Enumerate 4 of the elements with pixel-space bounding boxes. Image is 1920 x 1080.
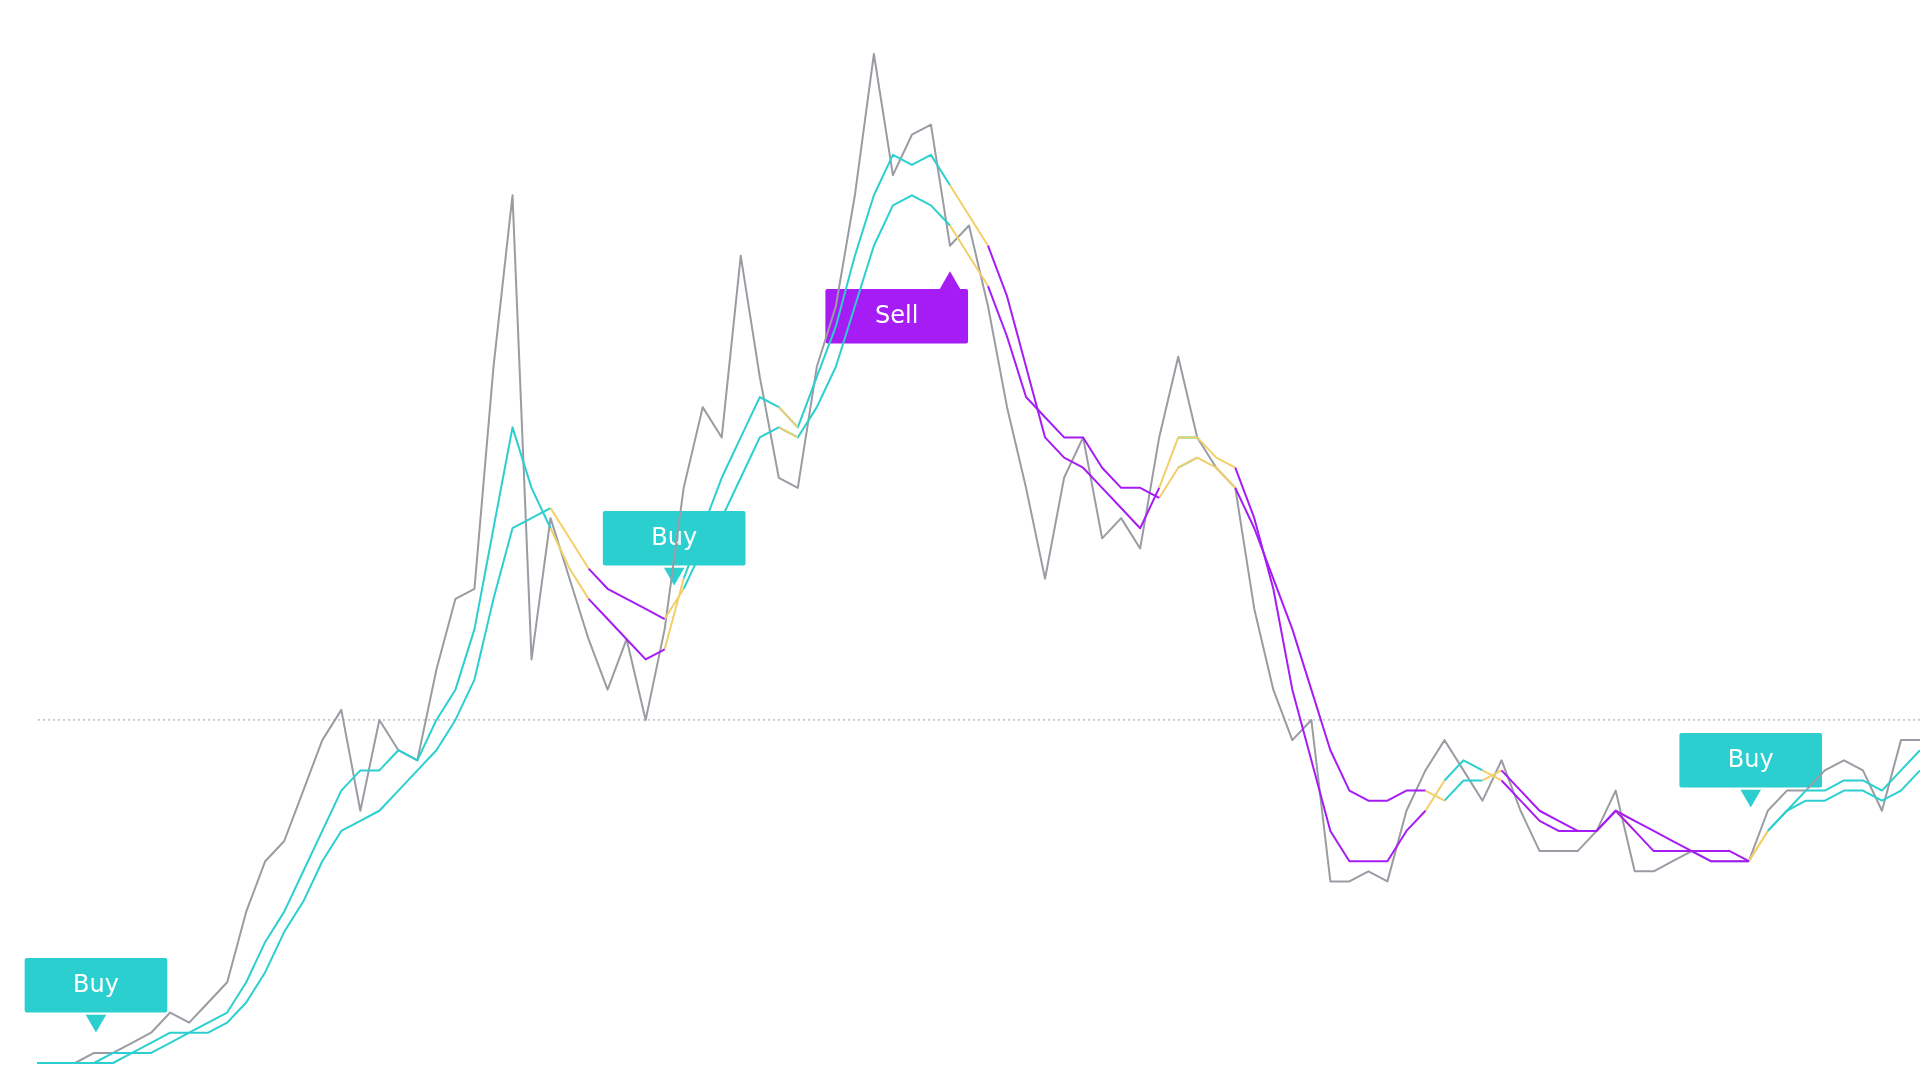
annotation: Buy <box>1727 745 1774 774</box>
annotation: Buy <box>73 970 119 999</box>
annotation: Sell <box>875 301 919 330</box>
annotation: Buy <box>651 523 698 552</box>
